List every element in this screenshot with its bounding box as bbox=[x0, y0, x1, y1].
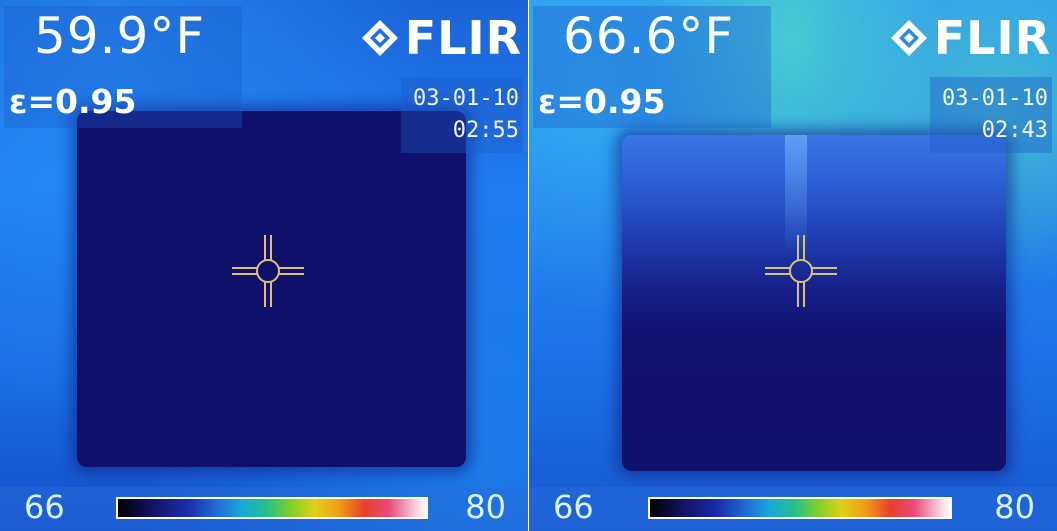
color-scale-bar: 66 80 bbox=[529, 487, 1057, 531]
thermal-image-right: 66.6°F ε=0.95 FLIR 03-01-10 02:43 bbox=[529, 0, 1057, 531]
flir-diamond-logo-icon bbox=[890, 20, 927, 56]
crosshair-icon bbox=[232, 235, 304, 307]
flir-diamond-logo-icon bbox=[361, 20, 398, 56]
crosshair-icon bbox=[765, 235, 837, 307]
capture-time: 02:43 bbox=[981, 118, 1048, 143]
timestamp-box: 03-01-10 02:43 bbox=[930, 77, 1052, 153]
warm-streak bbox=[785, 135, 807, 255]
brand-logo: FLIR bbox=[890, 12, 1051, 64]
brand-logo: FLIR bbox=[361, 12, 522, 64]
cold-surface bbox=[622, 135, 1006, 471]
brand-name: FLIR bbox=[933, 11, 1051, 65]
scale-min-label: 66 bbox=[24, 488, 65, 526]
color-gradient bbox=[648, 497, 952, 519]
scale-min-label: 66 bbox=[553, 488, 594, 526]
thermal-image-left: 59.9°F ε=0.95 FLIR 03-01-10 02:55 bbox=[0, 0, 528, 531]
temperature-readout-box bbox=[4, 6, 242, 128]
spot-temperature: 66.6°F bbox=[563, 7, 735, 65]
temperature-readout-box bbox=[533, 6, 771, 128]
spot-temperature: 59.9°F bbox=[34, 7, 206, 65]
emissivity-value: ε=0.95 bbox=[9, 82, 137, 121]
brand-name: FLIR bbox=[404, 11, 522, 65]
capture-date: 03-01-10 bbox=[413, 86, 519, 111]
color-scale-bar: 66 80 bbox=[0, 487, 528, 531]
scale-max-label: 80 bbox=[994, 488, 1035, 526]
color-gradient bbox=[116, 497, 428, 519]
timestamp-box: 03-01-10 02:55 bbox=[401, 77, 523, 153]
capture-date: 03-01-10 bbox=[942, 86, 1048, 111]
emissivity-value: ε=0.95 bbox=[538, 82, 666, 121]
capture-time: 02:55 bbox=[452, 118, 519, 143]
scale-max-label: 80 bbox=[465, 488, 506, 526]
